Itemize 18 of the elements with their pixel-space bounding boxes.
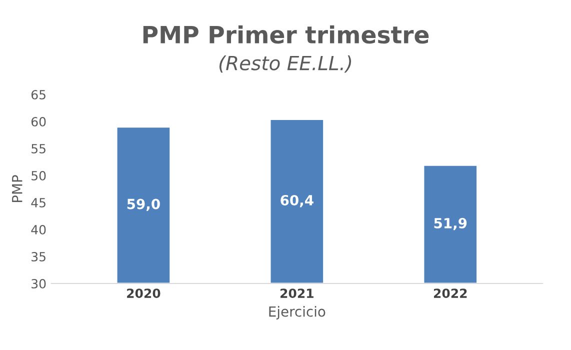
x-tick-label: 2020	[127, 288, 160, 298]
y-tick-label: 50	[32, 170, 46, 180]
chart-title: PMP Primer trimestre	[143, 25, 429, 44]
y-axis-title: PMP	[12, 175, 22, 202]
y-tick-label: 30	[32, 278, 46, 288]
x-axis-title: Ejercicio	[269, 306, 326, 320]
y-tick-label: 55	[32, 144, 46, 154]
data-label: 60,4	[280, 194, 314, 208]
x-tick-label: 2021	[280, 288, 314, 298]
y-tick-label: 65	[31, 90, 46, 100]
y-tick-label: 35	[32, 252, 46, 262]
y-tick-label: 45	[31, 198, 46, 208]
chart-subtitle: (Resto EE.LL.)	[219, 55, 352, 73]
x-tick-label: 2022	[434, 288, 467, 298]
data-label: 51,9	[434, 218, 467, 230]
y-tick-label: 60	[31, 116, 46, 126]
y-tick-label: 40	[31, 224, 46, 234]
data-label: 59,0	[127, 198, 160, 212]
